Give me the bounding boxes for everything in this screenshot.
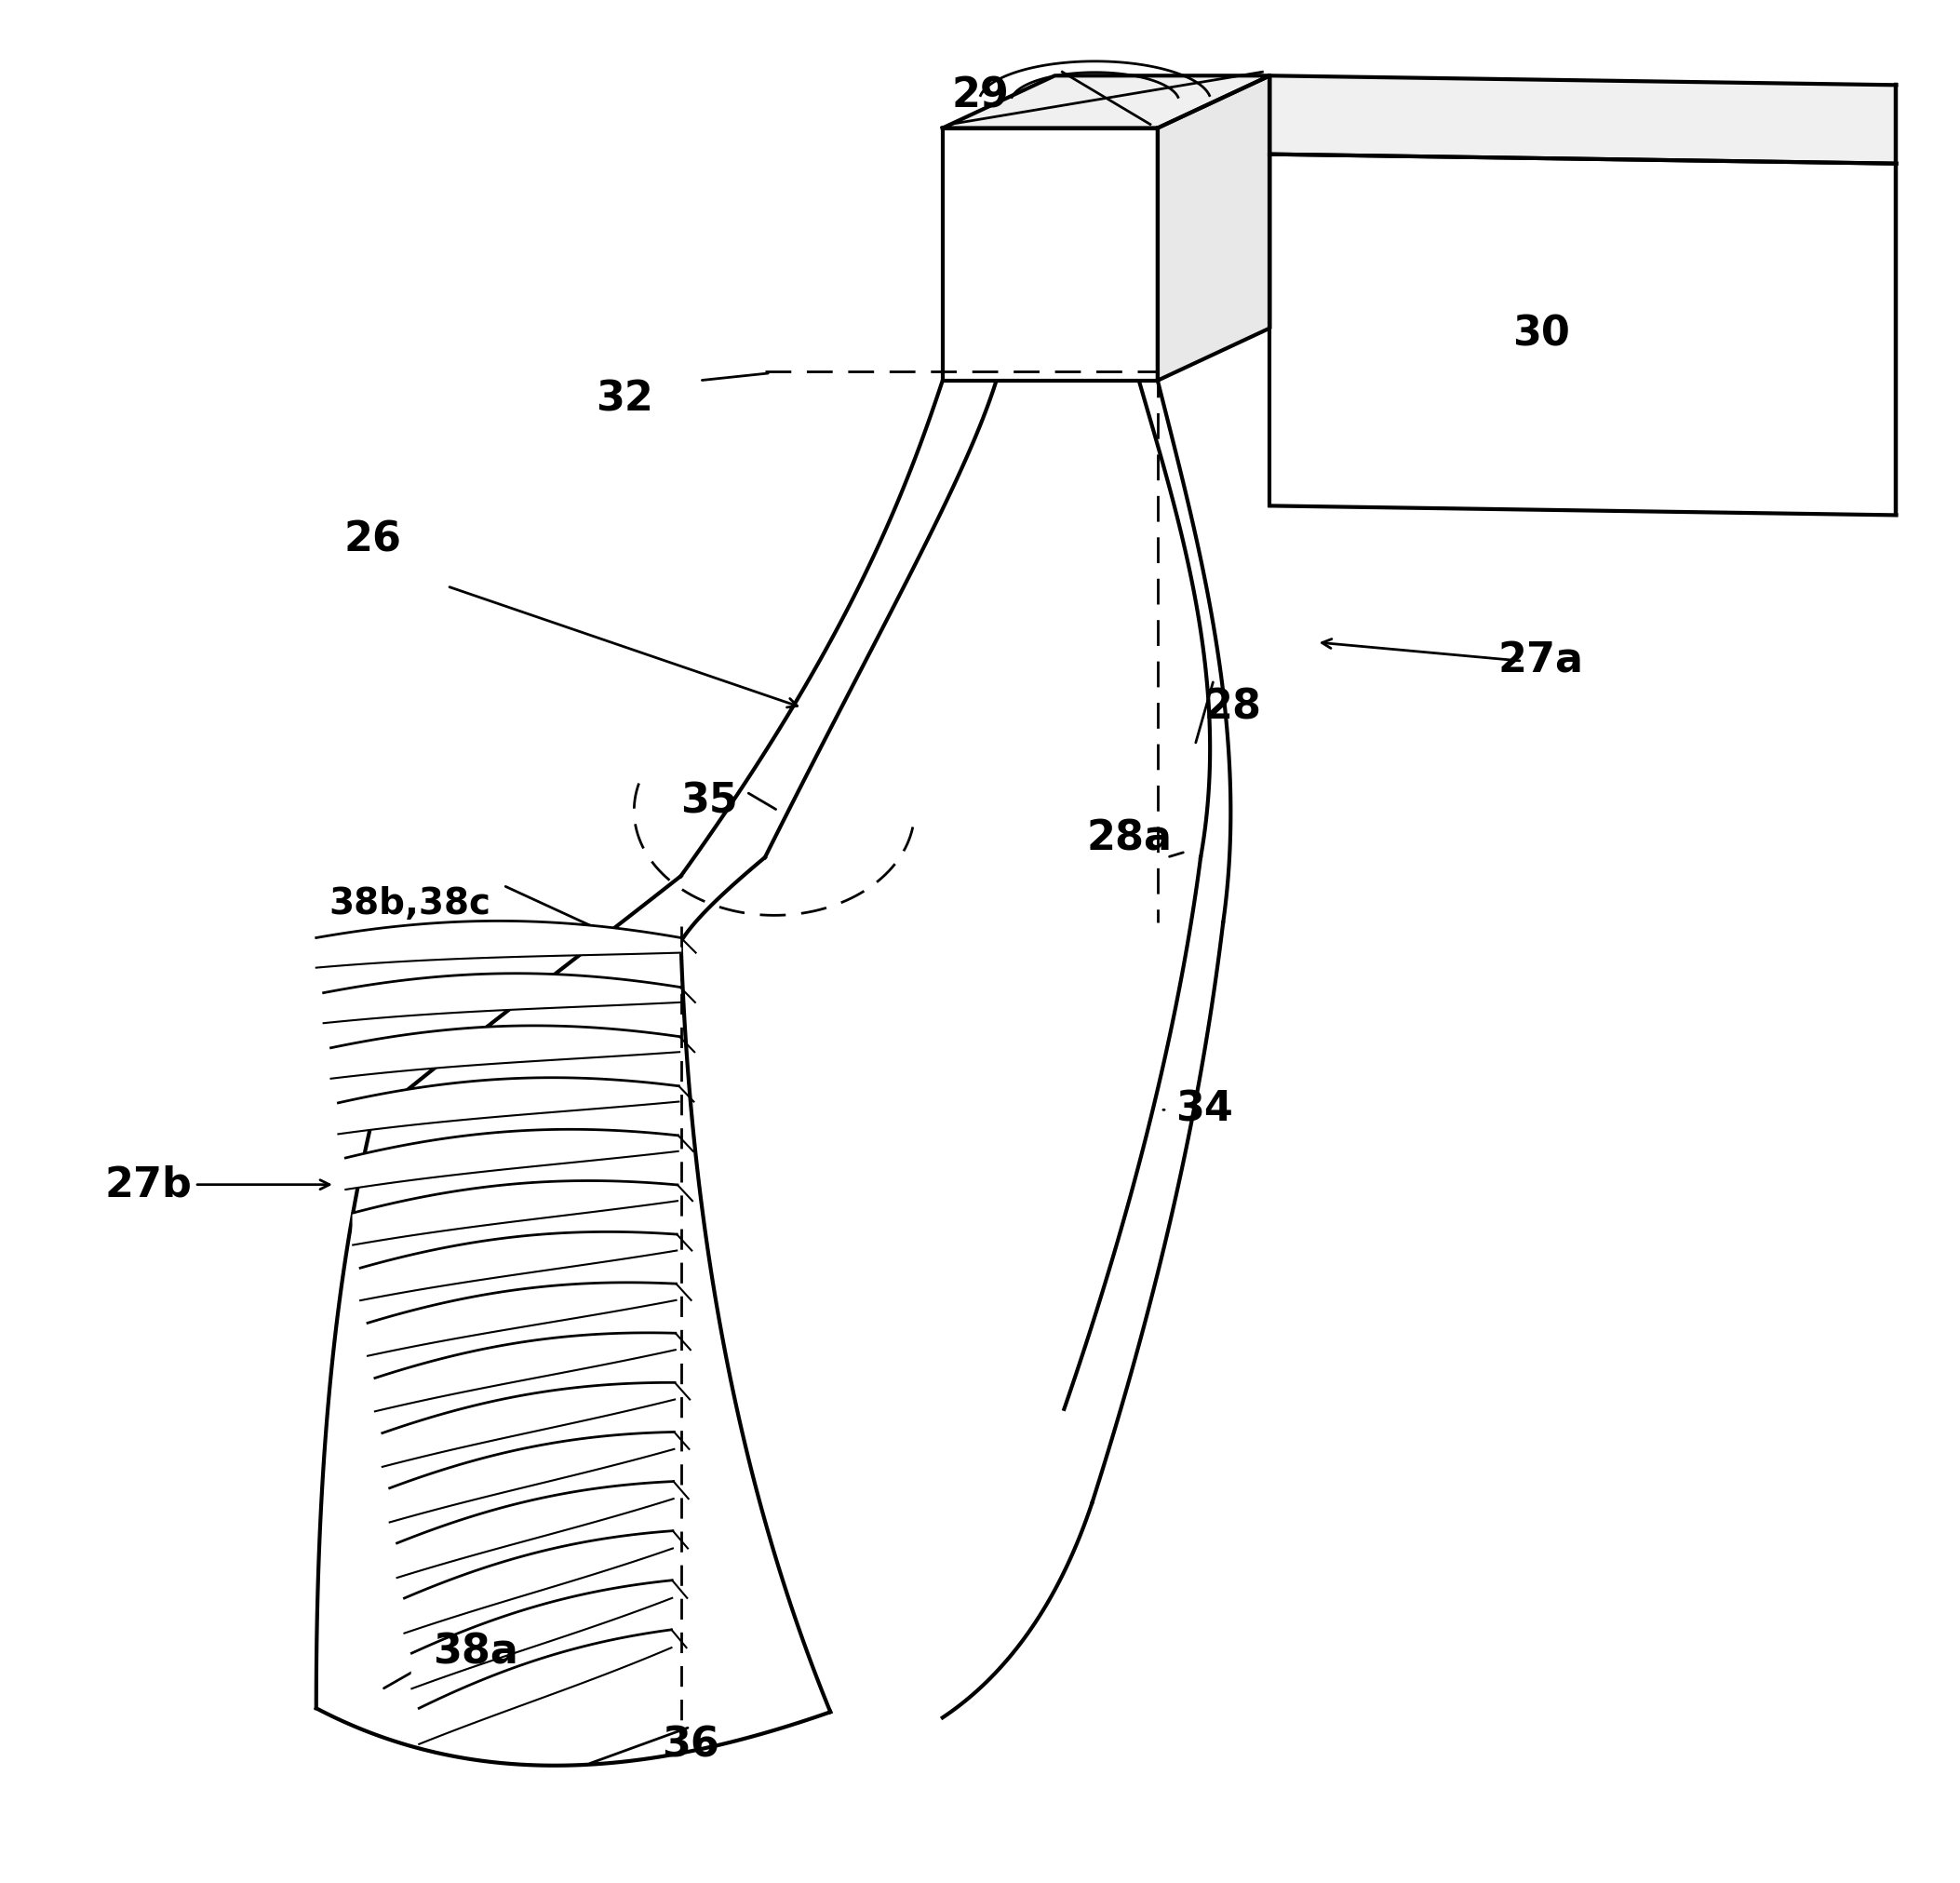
Text: 28: 28 — [1203, 687, 1262, 727]
Text: 38a: 38a — [433, 1633, 517, 1672]
Polygon shape — [390, 1431, 674, 1521]
Text: 38b,38c: 38b,38c — [329, 887, 490, 923]
Polygon shape — [1270, 154, 1895, 516]
Polygon shape — [353, 1181, 678, 1245]
Polygon shape — [316, 921, 680, 968]
Polygon shape — [382, 1382, 674, 1467]
Polygon shape — [374, 1333, 676, 1412]
Text: 28a: 28a — [1086, 819, 1172, 859]
Polygon shape — [419, 1629, 672, 1744]
Text: 30: 30 — [1513, 314, 1570, 354]
Text: 27a: 27a — [1497, 640, 1584, 682]
Polygon shape — [345, 1130, 678, 1190]
Polygon shape — [339, 1077, 678, 1134]
Polygon shape — [943, 128, 1158, 380]
Polygon shape — [404, 1531, 672, 1633]
Polygon shape — [398, 1482, 674, 1578]
Polygon shape — [1158, 75, 1270, 380]
Text: 34: 34 — [1176, 1090, 1233, 1130]
Polygon shape — [412, 1580, 672, 1689]
Polygon shape — [331, 1026, 680, 1079]
Polygon shape — [943, 75, 1270, 128]
Polygon shape — [361, 1231, 676, 1301]
Polygon shape — [368, 1282, 676, 1356]
Text: 26: 26 — [343, 520, 402, 559]
Text: 36: 36 — [661, 1725, 719, 1766]
Text: 35: 35 — [680, 781, 737, 821]
Text: 32: 32 — [596, 378, 653, 420]
Polygon shape — [323, 974, 680, 1022]
Polygon shape — [1270, 75, 1895, 164]
Text: 29: 29 — [951, 75, 1009, 117]
Text: 27b: 27b — [104, 1164, 192, 1205]
